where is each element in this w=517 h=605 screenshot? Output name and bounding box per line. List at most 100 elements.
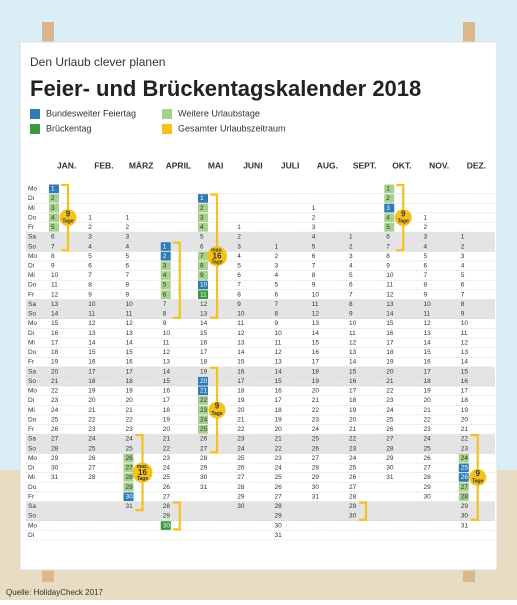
day: 3 [461, 253, 465, 260]
weekday-label: Mo [28, 522, 37, 529]
legend-label: Gesamter Urlaubszeitraum [178, 123, 286, 133]
day: 6 [200, 243, 204, 250]
day: 16 [126, 359, 134, 366]
day: 3 [200, 214, 204, 221]
day: 21 [312, 397, 320, 404]
day: 10 [312, 291, 320, 298]
day: 22 [88, 416, 96, 423]
weekday-label: Mi [28, 205, 35, 212]
weekday-label: Fr [28, 224, 35, 231]
day: 26 [88, 455, 96, 462]
day: 25 [200, 426, 208, 433]
day: 13 [424, 330, 432, 337]
day: 26 [126, 455, 134, 462]
day: 27 [51, 436, 59, 443]
day: 4 [51, 214, 55, 221]
day: 26 [237, 465, 245, 472]
day: 28 [237, 484, 245, 491]
day: 18 [424, 378, 432, 385]
day: 20 [386, 368, 394, 375]
day: 14 [200, 320, 208, 327]
day: 14 [461, 359, 469, 366]
day: 16 [461, 378, 469, 385]
day: 15 [461, 368, 469, 375]
day: 31 [275, 532, 283, 539]
day: 2 [349, 243, 353, 250]
day: 7 [200, 253, 204, 260]
day: 16 [200, 339, 208, 346]
day: 14 [126, 339, 134, 346]
day: 6 [51, 234, 55, 241]
day: 20 [461, 416, 469, 423]
weekday-label: Do [28, 484, 37, 491]
day: 5 [200, 234, 204, 241]
day: 1 [237, 224, 241, 231]
day: 30 [312, 484, 320, 491]
day: 10 [88, 301, 96, 308]
day: 13 [51, 301, 59, 308]
day: 12 [312, 311, 320, 318]
day: 28 [163, 503, 171, 510]
legend-label: Weitere Urlaubstage [178, 108, 260, 118]
day: 25 [386, 416, 394, 423]
day: 23 [349, 445, 357, 452]
day: 25 [275, 474, 283, 481]
day: 7 [386, 243, 390, 250]
day: 27 [349, 484, 357, 491]
day: 29 [349, 503, 357, 510]
weekday-label: Mo [28, 186, 37, 193]
day: 28 [275, 503, 283, 510]
weekday-label: Di [28, 532, 34, 539]
day: 14 [349, 359, 357, 366]
day: 12 [163, 349, 171, 356]
day: 8 [51, 253, 55, 260]
day: 1 [386, 186, 390, 193]
day: 1 [461, 234, 465, 241]
day: 7 [88, 272, 92, 279]
day: 13 [275, 359, 283, 366]
day: 23 [461, 445, 469, 452]
day: 29 [424, 484, 432, 491]
day: 28 [424, 474, 432, 481]
day: 13 [312, 320, 320, 327]
day: 11 [200, 291, 207, 298]
day: 21 [126, 407, 134, 414]
day: 31 [386, 474, 394, 481]
day: 1 [88, 214, 92, 221]
day: 11 [424, 311, 431, 318]
day: 20 [126, 397, 134, 404]
day: 12 [126, 320, 134, 327]
weekday-label: Di [28, 263, 34, 270]
day: 2 [312, 214, 316, 221]
day: 5 [275, 282, 279, 289]
day: 4 [237, 253, 241, 260]
day: 4 [386, 214, 390, 221]
day: 19 [163, 416, 171, 423]
day: 14 [386, 311, 394, 318]
day: 14 [275, 368, 283, 375]
day: 9 [200, 272, 204, 279]
day: 31 [200, 484, 208, 491]
weekday-label: So [28, 311, 36, 318]
day: 12 [51, 291, 59, 298]
day: 8 [349, 301, 353, 308]
weekday-label: So [28, 378, 36, 385]
day: 11 [312, 301, 319, 308]
weekday-label: So [28, 445, 36, 452]
day: 24 [275, 465, 283, 472]
day: 19 [386, 359, 394, 366]
day: 5 [88, 253, 92, 260]
day: 18 [88, 378, 96, 385]
day: 15 [51, 320, 59, 327]
day: 4 [275, 272, 279, 279]
day: 24 [126, 436, 134, 443]
day: 26 [461, 474, 469, 481]
period-label: 9 [66, 209, 71, 218]
day: 16 [88, 359, 96, 366]
subtitle: Den Urlaub clever planen [30, 55, 165, 69]
month-label: FEB. [94, 160, 113, 170]
day: 6 [275, 291, 279, 298]
day: 14 [237, 349, 245, 356]
day: 6 [386, 234, 390, 241]
day: 28 [386, 445, 394, 452]
